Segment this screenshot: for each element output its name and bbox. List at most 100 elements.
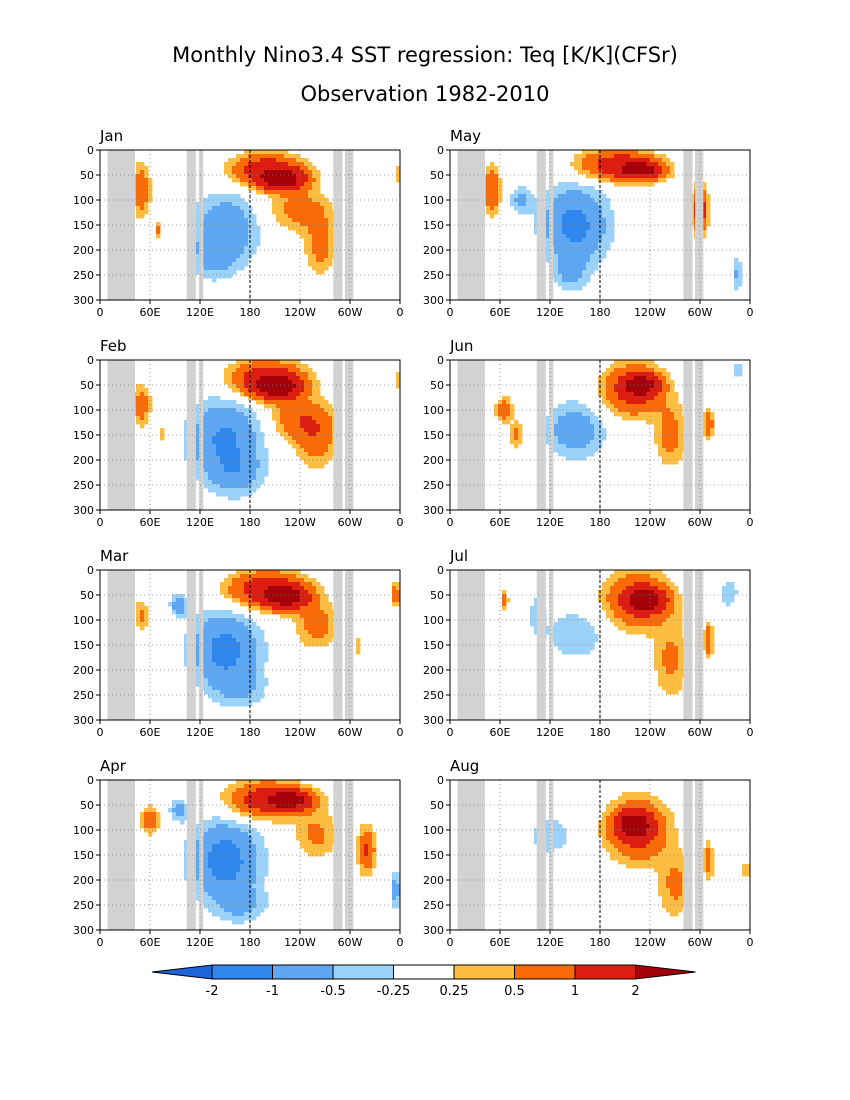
contour-cell (204, 210, 209, 215)
contour-cell (244, 258, 249, 263)
contour-cell (594, 436, 599, 441)
contour-cell (232, 254, 237, 259)
contour-cell (252, 872, 257, 877)
contour-cell (654, 428, 659, 433)
contour-cell (396, 174, 400, 179)
contour-cell (610, 218, 615, 223)
contour-cell (280, 800, 285, 805)
contour-cell (236, 388, 241, 393)
contour-cell (502, 404, 507, 409)
contour-cell (236, 634, 241, 639)
contour-cell (208, 270, 213, 275)
contour-cell (184, 610, 189, 615)
contour-cell (300, 218, 305, 223)
contour-cell (272, 388, 277, 393)
contour-cell (308, 384, 313, 389)
contour-cell (244, 234, 249, 239)
contour-cell (216, 194, 221, 199)
contour-cell (546, 190, 551, 195)
contour-cell (260, 598, 265, 603)
contour-cell (292, 780, 297, 785)
contour-cell (324, 400, 329, 405)
contour-cell (304, 622, 309, 627)
land-mask (536, 150, 546, 300)
contour-cell (606, 170, 611, 175)
contour-cell (674, 444, 679, 449)
contour-cell (300, 832, 305, 837)
contour-cell (272, 150, 277, 155)
contour-cell (240, 904, 245, 909)
contour-cell (316, 420, 321, 425)
contour-cell (658, 412, 663, 417)
contour-cell (594, 154, 599, 159)
contour-cell (578, 424, 583, 429)
contour-cell (300, 174, 305, 179)
contour-cell (264, 388, 269, 393)
contour-cell (248, 242, 253, 247)
contour-cell (264, 578, 269, 583)
contour-cell (172, 606, 177, 611)
contour-cell (566, 242, 571, 247)
contour-cell (260, 682, 265, 687)
contour-cell (240, 674, 245, 679)
contour-cell (212, 404, 217, 409)
contour-cell (590, 202, 595, 207)
contour-cell (228, 690, 233, 695)
contour-cell (144, 396, 149, 401)
contour-cell (308, 254, 313, 259)
contour-cell (280, 598, 285, 603)
y-tick-label: 250 (423, 269, 444, 282)
contour-cell (224, 258, 229, 263)
contour-cell (280, 194, 285, 199)
contour-cell (212, 896, 217, 901)
contour-cell (558, 206, 563, 211)
contour-cell (510, 404, 515, 409)
contour-cell (196, 416, 201, 421)
contour-cell (324, 226, 329, 231)
contour-cell (590, 174, 595, 179)
contour-cell (212, 642, 217, 647)
contour-cell (292, 178, 297, 183)
land-mask (333, 360, 343, 510)
contour-cell (356, 650, 361, 655)
contour-cell (304, 222, 309, 227)
contour-cell (252, 634, 257, 639)
contour-cell (546, 198, 551, 203)
contour-cell (284, 384, 289, 389)
contour-cell (268, 598, 273, 603)
contour-cell (678, 420, 683, 425)
contour-cell (292, 582, 297, 587)
contour-cell (220, 622, 225, 627)
contour-cell (498, 182, 503, 187)
contour-cell (212, 872, 217, 877)
contour-cell (228, 900, 233, 905)
contour-cell (562, 206, 567, 211)
contour-cell (272, 594, 277, 599)
contour-cell (614, 392, 619, 397)
contour-cell (240, 916, 245, 921)
contour-cell (212, 194, 217, 199)
contour-cell (292, 218, 297, 223)
contour-cell (304, 836, 309, 841)
contour-cell (252, 222, 257, 227)
contour-cell (264, 896, 269, 901)
contour-cell (180, 808, 185, 813)
contour-cell (646, 396, 651, 401)
contour-cell (582, 408, 587, 413)
contour-cell (140, 416, 145, 421)
contour-cell (324, 448, 329, 453)
contour-cell (264, 182, 269, 187)
contour-cell (280, 162, 285, 167)
contour-cell (308, 412, 313, 417)
contour-cell (602, 202, 607, 207)
contour-cell (204, 690, 209, 695)
contour-cell (308, 452, 313, 457)
contour-cell (280, 792, 285, 797)
contour-cell (276, 796, 281, 801)
contour-cell (646, 388, 651, 393)
contour-cell (268, 586, 273, 591)
contour-cell (316, 174, 321, 179)
contour-cell (702, 182, 707, 187)
contour-cell (590, 416, 595, 421)
contour-cell (630, 162, 635, 167)
